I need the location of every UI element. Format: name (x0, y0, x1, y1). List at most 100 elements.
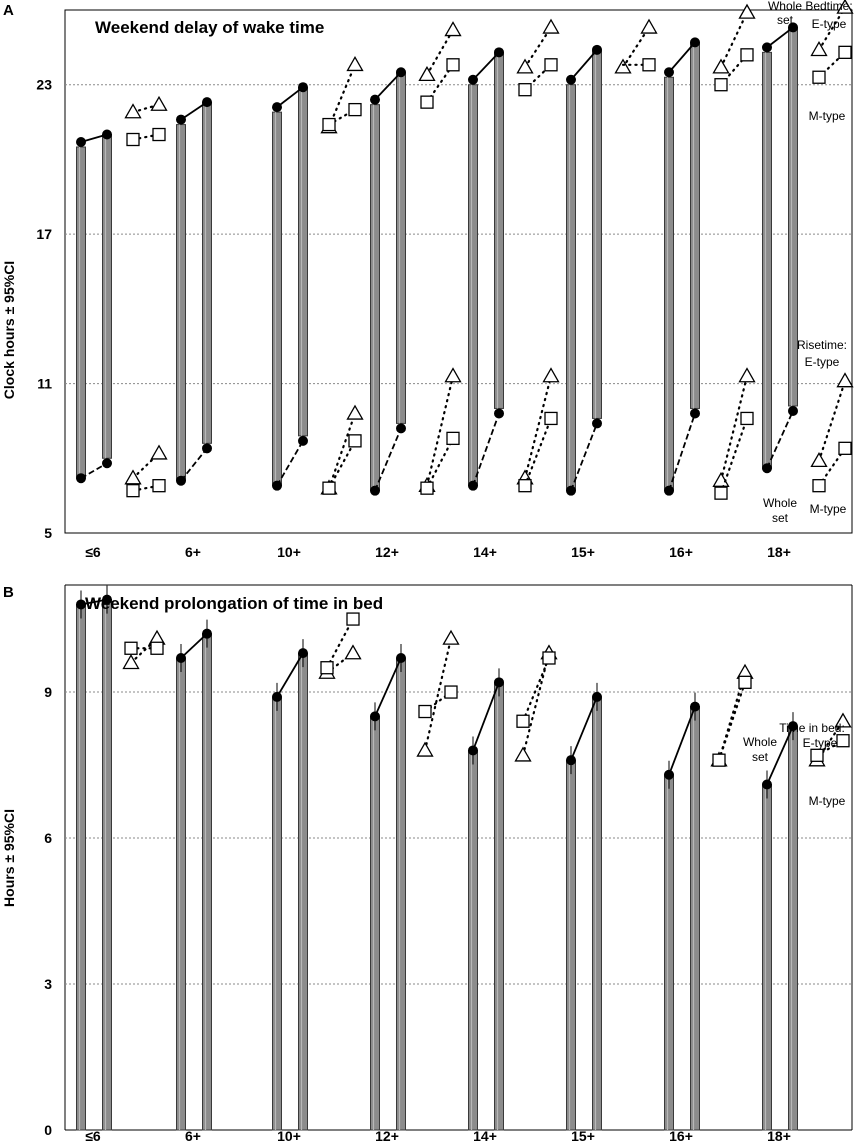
bar-b-weekend-0 (102, 599, 112, 1131)
line-a-bed-4 (472, 51, 500, 81)
mtype-b-we-3 (444, 685, 458, 699)
annotation-bedtime: Bedtime: E-type (805, 0, 852, 31)
gridlines-a (65, 84, 852, 385)
dot-a-wd-bed-6 (664, 67, 674, 78)
annotation-risetime: Risetime: E-type (797, 338, 847, 369)
etype-b-we-3 (442, 629, 460, 645)
dot-a-we-bed-0 (102, 129, 112, 140)
mtype-a-we-bed-6 (740, 48, 754, 62)
panel-b: B 0 3 6 9 ≤6 6+ 10+ 12+ 14+ 15+ 16+ 18+ Weekend pr… (1, 584, 853, 1143)
line-a-rise-4 (472, 413, 500, 486)
etype-a-we-rise-3 (444, 367, 462, 383)
x-ticks-b: ≤6 6+ 10+ 12+ 14+ 15+ 16+ 18+ (85, 1128, 791, 1143)
mtype-a-wd-rise-0 (126, 484, 140, 498)
bar-b-weekend-2 (298, 652, 308, 1131)
line-b-tib-7 (766, 725, 794, 785)
mtype-b-we-7 (836, 734, 850, 748)
dot-a-wd-bed-1 (176, 114, 186, 125)
dot-a-wd-rise-6 (664, 485, 674, 496)
bar-b-weekend-1 (202, 633, 212, 1131)
dot-b-we-0 (102, 594, 112, 605)
annotation-mtype-b: M-type (809, 794, 846, 808)
etype-a-rise-line-2 (327, 412, 357, 490)
y-ticks-a: 5 11 17 23 (36, 77, 52, 541)
x-tick-b-7: 18+ (767, 1128, 791, 1143)
line-b-tib-2 (276, 652, 304, 698)
y-axis-label-a: Clock hours ± 95%CI (1, 261, 17, 399)
bar-a-weekday-4 (468, 84, 478, 487)
dot-a-we-bed-3 (396, 67, 406, 78)
bars-b (76, 599, 798, 1131)
bar-a-weekday-3 (370, 104, 380, 492)
mtype-a-wd-bed-3 (420, 95, 434, 109)
legend-annotations-b: Time in bed: E-type Whole set M-type (743, 721, 846, 808)
bar-b-weekend-7 (788, 725, 798, 1131)
annotation-whole-set-top: Whole set (768, 0, 802, 27)
x-tick-b-5: 15+ (571, 1128, 595, 1143)
etype-a-rise-line-4 (523, 375, 553, 480)
panel-letter-a: A (3, 2, 14, 19)
dot-a-we-rise-3 (396, 423, 406, 434)
mtype-b-wd-4 (516, 714, 530, 728)
mtype-a-bed-line-0 (131, 133, 161, 141)
etype-a-we-rise-0 (150, 444, 168, 460)
dot-a-we-bed-5 (592, 44, 602, 55)
mtype-a-we-rise-6 (740, 411, 754, 426)
gridlines-b (65, 691, 852, 985)
etype-a-rise-line-7 (817, 379, 847, 462)
mtype-a-wd-rise-6 (714, 486, 728, 500)
dot-b-wd-3 (370, 711, 380, 722)
x-tick-b-4: 14+ (473, 1128, 497, 1143)
line-a-bed-1 (180, 101, 208, 121)
line-b-tib-1 (180, 633, 208, 659)
bar-b-weekday-3 (370, 715, 380, 1131)
etype-b-we-2 (344, 644, 362, 660)
annotation-mtype-top: M-type (809, 109, 846, 123)
etype-b-we-7 (834, 712, 852, 728)
x-tick-a-1: 6+ (185, 544, 201, 560)
y-ticks-b: 0 3 6 9 (44, 684, 52, 1138)
line-b-tib-6 (668, 706, 696, 776)
dot-a-we-bed-4 (494, 47, 504, 58)
mtype-b-wd-3 (418, 704, 432, 719)
dot-b-we-5 (592, 691, 602, 702)
bar-a-weekday-5 (566, 84, 576, 492)
mtype-a-rise-line-3 (425, 437, 455, 490)
line-b-tib-3 (374, 657, 402, 717)
mtype-b-wd-0 (124, 641, 138, 655)
etype-a-wd-bed-0 (124, 103, 142, 119)
mtype-a-wd-bed-0 (126, 132, 140, 147)
line-a-rise-1 (180, 447, 208, 482)
dot-b-we-2 (298, 648, 308, 659)
legend-annotations-a: Whole set Bedtime: E-type M-type Risetime:… (763, 0, 853, 525)
line-b-tib-5 (570, 696, 598, 761)
etype-a-wd-bed-6 (712, 58, 730, 74)
mtype-a-wd-bed-2 (322, 117, 336, 132)
dot-a-wd-bed-3 (370, 94, 380, 105)
line-a-rise-6 (668, 413, 696, 491)
dot-b-wd-5 (566, 755, 576, 766)
mtype-b-wd-6 (712, 753, 726, 767)
x-tick-a-2: 10+ (277, 544, 301, 560)
dot-a-we-rise-0 (102, 458, 112, 469)
y-tick-b-0: 0 (44, 1122, 52, 1138)
etype-a-we-bed-4 (542, 18, 560, 34)
bar-b-weekend-6 (690, 706, 700, 1131)
dot-a-wd-rise-5 (566, 485, 576, 496)
dot-b-wd-0 (76, 599, 86, 610)
x-tick-a-5: 15+ (571, 544, 595, 560)
dot-b-we-6 (690, 701, 700, 712)
x-tick-b-2: 10+ (277, 1128, 301, 1143)
mtype-a-we-rise-7 (838, 441, 852, 455)
mtype-a-wd-rise-4 (518, 479, 532, 493)
dot-a-wd-rise-1 (176, 475, 186, 486)
mtype-a-we-rise-3 (446, 431, 460, 446)
dot-b-wd-6 (664, 769, 674, 780)
dot-a-we-bed-6 (690, 37, 700, 48)
line-a-bed-7 (766, 26, 794, 49)
etype-b-wd-4 (514, 746, 532, 762)
dot-a-we-rise-7 (788, 405, 798, 416)
dot-a-wd-rise-2 (272, 480, 282, 491)
dot-b-we-7 (788, 721, 798, 732)
bar-b-weekday-0 (76, 603, 86, 1131)
